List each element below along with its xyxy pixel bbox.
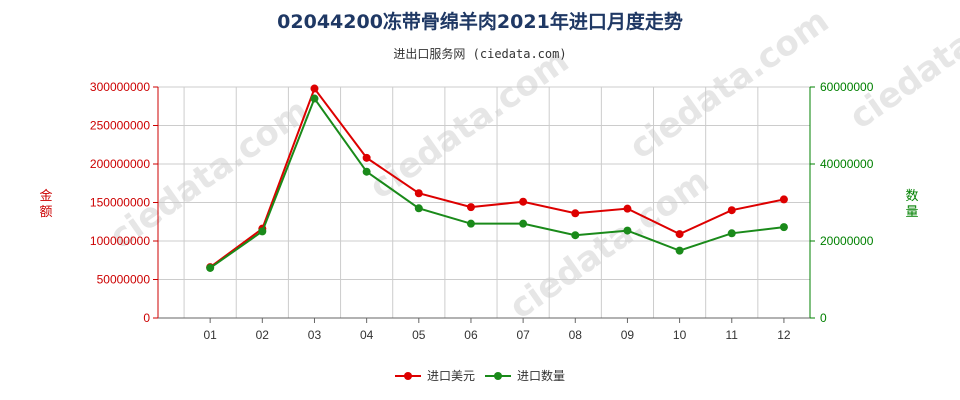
series-line-1	[209, 96, 785, 269]
left-axis-label: 金额	[39, 188, 52, 220]
chart-title: 02044200冻带骨绵羊肉2021年进口月度走势	[277, 10, 683, 33]
left-tick-label: 100000000	[90, 234, 150, 248]
series-layer	[206, 84, 788, 272]
legend-marker-1	[494, 372, 502, 380]
chart-subtitle: 进出口服务网 (ciedata.com)	[393, 46, 566, 61]
series-0-point	[675, 230, 684, 239]
x-tick-label: 04	[360, 328, 374, 342]
x-tick-label: 05	[412, 328, 426, 342]
left-tick-label: 250000000	[90, 119, 150, 133]
series-1-point	[623, 226, 632, 235]
series-1-point	[310, 94, 319, 103]
left-tick-label: 0	[143, 311, 150, 325]
series-1-point	[414, 204, 423, 213]
x-tick-label: 11	[726, 328, 739, 342]
series-1-point	[779, 223, 788, 232]
right-axis-label: 数量	[905, 189, 918, 220]
legend-marker-0	[404, 372, 412, 380]
x-tick-label: 12	[777, 328, 791, 342]
series-0-point	[466, 203, 475, 212]
series-1-point	[727, 229, 736, 238]
series-1-point	[362, 167, 371, 176]
series-0-point	[571, 209, 580, 218]
right-tick-label: 20000000	[820, 234, 874, 248]
series-0-point	[310, 84, 319, 93]
x-tick-label: 07	[516, 328, 530, 342]
x-tick-label: 02	[256, 328, 270, 342]
watermark: ciedata.com	[842, 0, 960, 137]
series-0-point	[519, 197, 528, 206]
series-1-point	[675, 246, 684, 255]
legend-label-1: 进口数量	[517, 368, 565, 383]
series-line-0	[209, 86, 785, 268]
x-tick-label: 10	[673, 328, 687, 342]
series-1-point	[519, 219, 528, 228]
watermark: ciedata.com	[502, 161, 716, 328]
series-0-point	[362, 153, 371, 162]
left-tick-label: 150000000	[90, 196, 150, 210]
series-1-point	[571, 231, 580, 240]
right-tick-label: 60000000	[820, 80, 874, 94]
series-0-point	[414, 189, 423, 198]
series-1-point	[258, 227, 267, 236]
series-1-point	[466, 219, 475, 228]
watermark: ciedata.com	[362, 41, 576, 208]
legend-label-0: 进口美元	[427, 369, 475, 383]
legend: 进口美元 进口数量	[395, 368, 565, 383]
series-0-point	[623, 204, 632, 213]
series-0-point	[727, 206, 736, 215]
x-tick-label: 08	[569, 328, 583, 342]
x-tick-label: 01	[203, 328, 217, 342]
left-tick-label: 300000000	[90, 80, 150, 94]
left-tick-label: 50000000	[97, 273, 151, 287]
x-tick-label: 06	[464, 328, 478, 342]
right-tick-label: 0	[820, 311, 827, 325]
axes-layer: 0500000001000000001500000002000000002500…	[39, 80, 918, 342]
left-tick-label: 200000000	[90, 157, 150, 171]
series-0-point	[779, 195, 788, 204]
x-tick-label: 03	[308, 328, 322, 342]
right-tick-label: 40000000	[820, 157, 874, 171]
x-tick-label: 09	[621, 328, 635, 342]
series-1-point	[206, 263, 215, 272]
